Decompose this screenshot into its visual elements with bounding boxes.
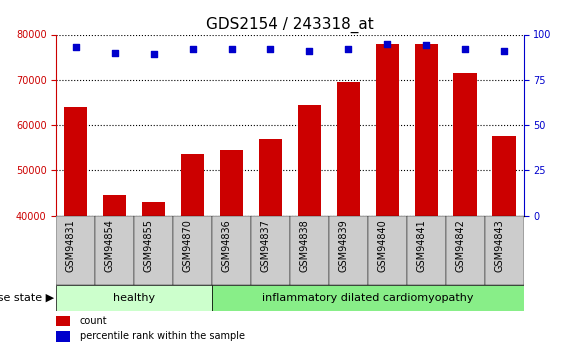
Bar xyxy=(414,43,438,345)
Bar xyxy=(212,216,251,285)
Bar xyxy=(485,216,524,285)
Bar xyxy=(56,285,212,310)
Text: percentile rank within the sample: percentile rank within the sample xyxy=(80,332,245,341)
Text: GSM94854: GSM94854 xyxy=(105,219,115,272)
Bar xyxy=(134,216,173,285)
Point xyxy=(422,43,431,48)
Point xyxy=(188,46,197,52)
Text: count: count xyxy=(80,316,108,326)
Bar xyxy=(56,216,95,285)
Bar xyxy=(103,195,126,345)
Text: GSM94831: GSM94831 xyxy=(66,219,76,272)
Bar xyxy=(142,202,166,345)
Text: GSM94855: GSM94855 xyxy=(144,219,154,272)
Bar xyxy=(220,150,243,345)
Text: GSM94837: GSM94837 xyxy=(261,219,270,272)
Text: GSM94841: GSM94841 xyxy=(416,219,426,272)
Point xyxy=(344,46,353,52)
Point xyxy=(72,45,81,50)
Point xyxy=(461,46,470,52)
Bar xyxy=(251,216,290,285)
Point xyxy=(499,48,508,53)
Point xyxy=(110,50,119,55)
Text: disease state ▶: disease state ▶ xyxy=(0,293,55,303)
Text: GSM94836: GSM94836 xyxy=(221,219,231,272)
Bar xyxy=(181,155,204,345)
Text: GSM94840: GSM94840 xyxy=(377,219,387,272)
Bar xyxy=(368,216,406,285)
Bar xyxy=(454,73,477,345)
Point xyxy=(227,46,236,52)
Bar xyxy=(290,216,329,285)
Bar xyxy=(376,43,399,345)
Bar xyxy=(329,216,368,285)
Bar xyxy=(95,216,134,285)
Text: GSM94870: GSM94870 xyxy=(182,219,193,272)
Point xyxy=(383,41,392,46)
Point xyxy=(266,46,275,52)
Text: healthy: healthy xyxy=(113,293,155,303)
Text: GSM94842: GSM94842 xyxy=(455,219,465,272)
Text: inflammatory dilated cardiomyopathy: inflammatory dilated cardiomyopathy xyxy=(262,293,473,303)
Bar xyxy=(406,216,446,285)
Bar xyxy=(298,105,321,345)
Bar xyxy=(212,285,524,310)
Bar xyxy=(259,139,282,345)
Text: GSM94838: GSM94838 xyxy=(300,219,310,272)
Bar xyxy=(337,82,360,345)
Text: GSM94843: GSM94843 xyxy=(494,219,504,272)
Title: GDS2154 / 243318_at: GDS2154 / 243318_at xyxy=(206,17,374,33)
Bar xyxy=(56,331,70,342)
Bar xyxy=(446,216,485,285)
Point xyxy=(149,52,158,57)
Point xyxy=(305,48,314,53)
Bar xyxy=(64,107,87,345)
Text: GSM94839: GSM94839 xyxy=(338,219,348,272)
Bar xyxy=(493,136,516,345)
Bar xyxy=(56,316,70,326)
Bar xyxy=(173,216,212,285)
